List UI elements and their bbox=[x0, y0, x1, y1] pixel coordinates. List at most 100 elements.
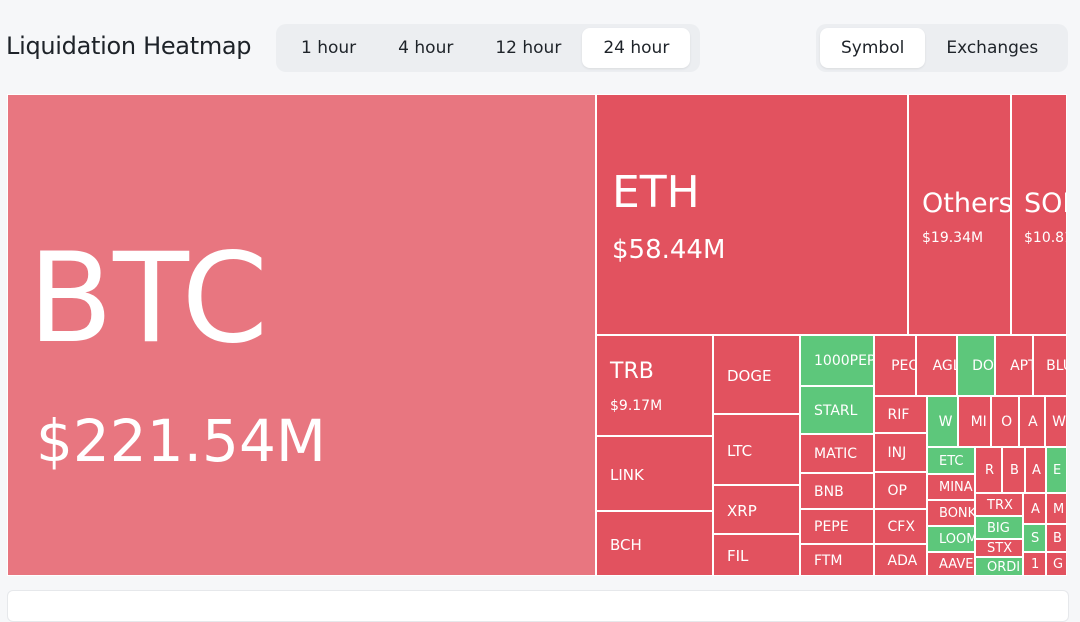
tile[interactable]: MI bbox=[958, 396, 991, 447]
tile[interactable]: INJ bbox=[874, 433, 927, 472]
tile[interactable]: ADA bbox=[874, 544, 927, 576]
tile-value: $58.44M bbox=[612, 235, 726, 265]
tile[interactable]: B bbox=[1002, 447, 1025, 493]
tile[interactable]: BTC $221.54M bbox=[7, 94, 596, 576]
tile[interactable]: PEPE bbox=[800, 509, 874, 544]
tile[interactable]: FTM bbox=[800, 544, 874, 576]
tile[interactable]: BLUR bbox=[1033, 335, 1067, 396]
tile-label: FTM bbox=[814, 552, 843, 569]
tile[interactable]: DOT bbox=[957, 335, 995, 396]
tab[interactable]: 12 hour bbox=[495, 38, 562, 58]
tile-label: FIL bbox=[727, 547, 749, 565]
tile[interactable]: FIL bbox=[713, 534, 800, 576]
tile-label: Others bbox=[922, 188, 1011, 219]
page: Liquidation Heatmap 1 hour 4 hour 12 hou… bbox=[6, 24, 1069, 622]
tile-label: MI bbox=[970, 414, 987, 431]
tile-label: BNB bbox=[814, 483, 844, 500]
tile-label: CFX bbox=[887, 519, 915, 536]
tile[interactable]: TRX bbox=[975, 493, 1023, 516]
treemap: BTC $221.54M ETH $58.44M Others $19.34M SOL $10… bbox=[7, 94, 1067, 576]
tile-label: LINK bbox=[610, 465, 644, 484]
tile[interactable]: 1 bbox=[1023, 552, 1046, 576]
tile-label: LTC bbox=[727, 441, 753, 460]
tile[interactable]: SOL $10.81M bbox=[1011, 94, 1067, 335]
tile[interactable]: G bbox=[1046, 552, 1067, 576]
tile-label: SOL bbox=[1024, 188, 1066, 219]
tile[interactable]: ORDI bbox=[975, 557, 1023, 576]
tile-label: BONK bbox=[939, 506, 975, 522]
tile-value: $9.17M bbox=[610, 398, 663, 414]
tile[interactable]: ETC bbox=[927, 447, 975, 474]
tile[interactable]: O bbox=[991, 396, 1019, 447]
tile[interactable]: MATIC bbox=[800, 434, 874, 473]
tile[interactable]: 1000PEPE bbox=[800, 335, 874, 386]
tile-value: $10.81M bbox=[1024, 230, 1066, 246]
tile[interactable]: A bbox=[1023, 493, 1046, 524]
tab-active[interactable]: 24 hour bbox=[582, 28, 691, 68]
tile[interactable]: BONK bbox=[927, 500, 975, 526]
tile[interactable]: OP bbox=[874, 472, 927, 509]
tile[interactable]: STARL bbox=[800, 386, 874, 434]
tile-value: $19.34M bbox=[922, 230, 984, 246]
tile[interactable]: DOGE bbox=[713, 335, 800, 414]
tile-label: 1 bbox=[1030, 557, 1040, 573]
tile[interactable]: TRB $9.17M bbox=[596, 335, 713, 436]
tile[interactable]: B bbox=[1046, 524, 1067, 552]
tile-label: A bbox=[1028, 414, 1038, 431]
tile-label: MINA bbox=[939, 480, 973, 496]
tab[interactable]: 4 hour bbox=[398, 38, 454, 58]
tile-label: S bbox=[1030, 531, 1040, 547]
tile[interactable]: LOOM bbox=[927, 526, 975, 552]
tile-label: DOT bbox=[972, 358, 994, 375]
tile-label: AAVE bbox=[939, 557, 974, 573]
tile[interactable]: R bbox=[975, 447, 1002, 493]
tile-label: MATIC bbox=[814, 446, 858, 463]
tile[interactable]: W bbox=[927, 396, 958, 447]
tile[interactable]: PEOPLE bbox=[874, 335, 916, 396]
tab[interactable]: 1 hour bbox=[301, 38, 357, 58]
timeframe-tabs: 1 hour 4 hour 12 hour 24 hour bbox=[276, 24, 700, 72]
tile-label: BCH bbox=[610, 535, 642, 554]
tab-active[interactable]: Symbol bbox=[820, 28, 926, 68]
tile-label: W bbox=[1052, 414, 1066, 431]
tile-label: STARL bbox=[814, 402, 858, 419]
tile[interactable]: BNB bbox=[800, 473, 874, 509]
tile[interactable]: RIF bbox=[874, 396, 927, 433]
tile[interactable]: BCH bbox=[596, 511, 713, 576]
tile[interactable]: BIG bbox=[975, 516, 1023, 539]
tile[interactable]: CFX bbox=[874, 509, 927, 544]
tile[interactable]: W bbox=[1045, 396, 1067, 447]
tile-label: RIF bbox=[887, 407, 910, 424]
view-tabs: Symbol Exchanges bbox=[816, 24, 1068, 72]
tab[interactable]: Exchanges bbox=[946, 38, 1039, 58]
tile[interactable]: LINK bbox=[596, 436, 713, 511]
tile-label: R bbox=[984, 463, 994, 479]
tile[interactable]: APT bbox=[995, 335, 1033, 396]
tile[interactable]: STX bbox=[975, 539, 1023, 557]
tile[interactable]: Others $19.34M bbox=[908, 94, 1011, 335]
tile-label: ETH bbox=[612, 167, 700, 218]
tile-value: $221.54M bbox=[36, 407, 326, 475]
tile-label: INJ bbox=[887, 445, 907, 462]
tile[interactable]: AGLD bbox=[916, 335, 957, 396]
tile[interactable]: A bbox=[1025, 447, 1046, 493]
tile-label: PEPE bbox=[814, 519, 849, 536]
tile[interactable]: ETH $58.44M bbox=[596, 94, 908, 335]
tile[interactable]: MINA bbox=[927, 474, 975, 500]
tile-label: BLUR bbox=[1046, 358, 1066, 375]
tile-label: B bbox=[1009, 463, 1019, 479]
tile-label: ORDI bbox=[987, 559, 1021, 575]
tile[interactable]: E bbox=[1046, 447, 1067, 493]
tile[interactable]: A bbox=[1019, 396, 1045, 447]
tile[interactable]: XRP bbox=[713, 485, 800, 534]
tile[interactable]: M bbox=[1046, 493, 1067, 524]
tile-label: DOGE bbox=[727, 366, 772, 385]
tile-label: O bbox=[1001, 414, 1013, 431]
tile[interactable]: LTC bbox=[713, 414, 800, 485]
tile-label: A bbox=[1031, 463, 1041, 479]
tile[interactable]: AAVE bbox=[927, 552, 975, 576]
tile-label: BIG bbox=[987, 520, 1010, 536]
tile-label: W bbox=[938, 414, 953, 431]
tile-label: E bbox=[1052, 463, 1062, 479]
tile[interactable]: S bbox=[1023, 524, 1046, 552]
